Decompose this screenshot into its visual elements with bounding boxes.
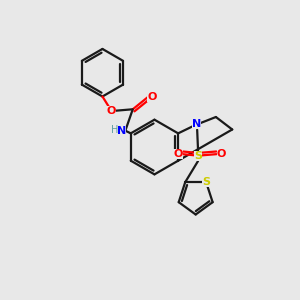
Text: O: O	[217, 149, 226, 159]
Text: N: N	[116, 126, 126, 136]
Text: O: O	[173, 149, 182, 159]
Text: S: S	[194, 151, 202, 160]
Text: H: H	[111, 125, 118, 135]
Text: S: S	[202, 177, 210, 187]
Text: O: O	[147, 92, 157, 102]
Text: O: O	[107, 106, 116, 116]
Text: N: N	[192, 119, 201, 129]
